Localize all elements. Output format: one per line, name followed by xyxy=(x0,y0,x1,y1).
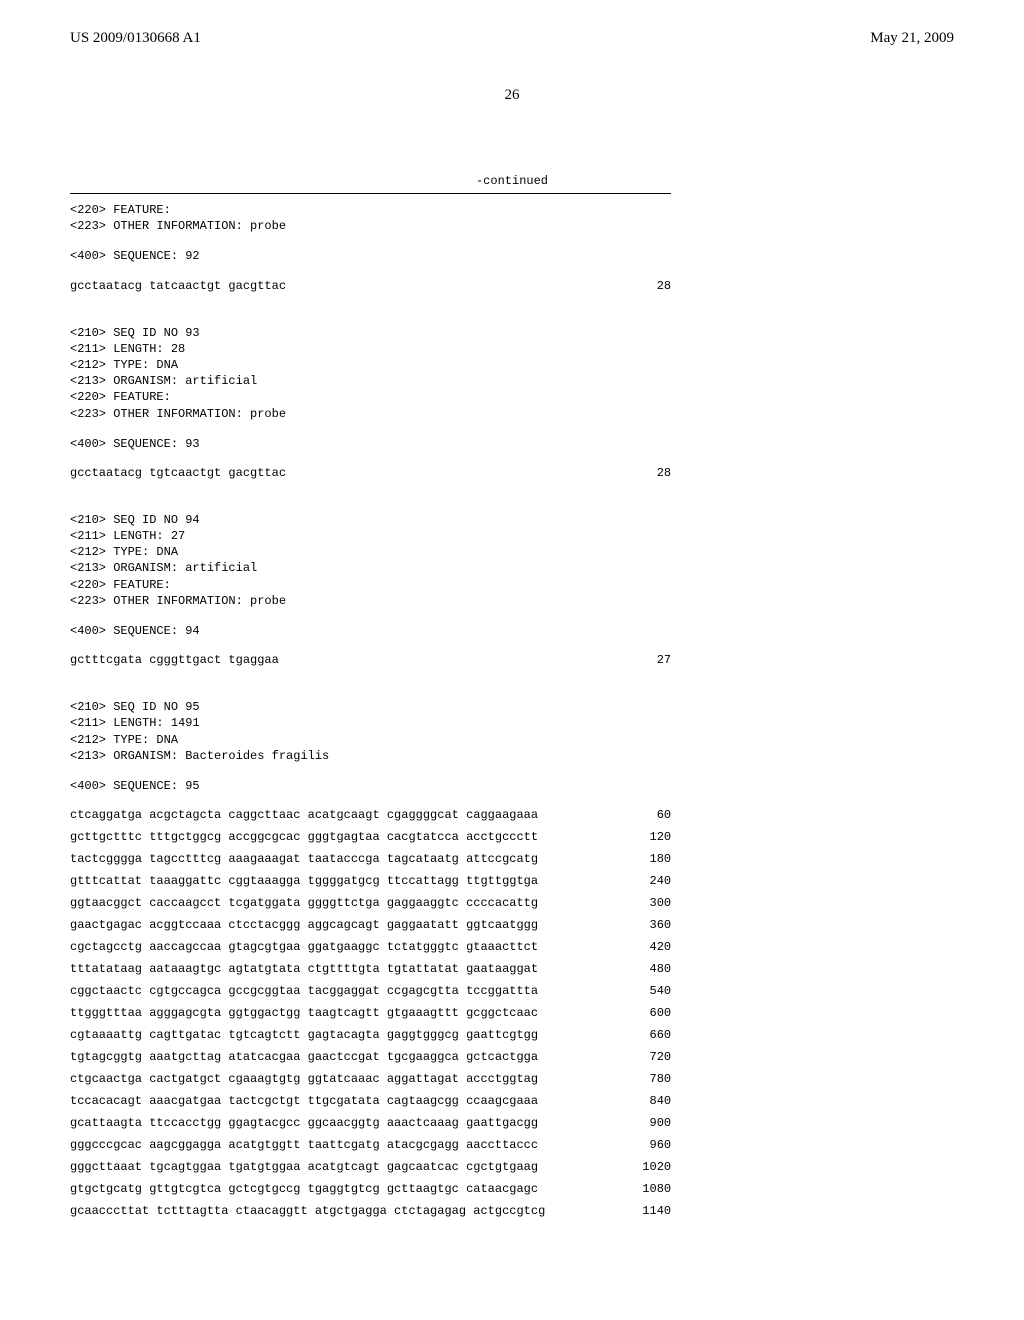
section-spacer xyxy=(70,307,954,325)
sequence-label: <400> SEQUENCE: 95 xyxy=(70,778,954,794)
sequence-text: tgtagcggtg aaatgcttag atatcacgaa gaactcc… xyxy=(70,1050,538,1064)
sequence-position: 540 xyxy=(650,984,672,998)
sequence-line: gggcttaaat tgcagtggaa tgatgtggaa acatgtc… xyxy=(70,1160,671,1174)
sequence-position: 120 xyxy=(650,830,672,844)
sequence-label: <400> SEQUENCE: 92 xyxy=(70,248,954,264)
sequence-line: gcattaagta ttccacctgg ggagtacgcc ggcaacg… xyxy=(70,1116,671,1130)
sequence-text: gtgctgcatg gttgtcgtca gctcgtgccg tgaggtg… xyxy=(70,1182,538,1196)
sequence-meta-block: <210> SEQ ID NO 94 <211> LENGTH: 27 <212… xyxy=(70,512,954,609)
sequence-line: tgtagcggtg aaatgcttag atatcacgaa gaactcc… xyxy=(70,1050,671,1064)
sequence-text: cgctagcctg aaccagccaa gtagcgtgaa ggatgaa… xyxy=(70,940,538,954)
sequence-position: 960 xyxy=(650,1138,672,1152)
sequence-line: gcttgctttc tttgctggcg accggcgcac gggtgag… xyxy=(70,830,671,844)
sequence-position: 780 xyxy=(650,1072,672,1086)
sequence-line: ggtaacggct caccaagcct tcgatggata ggggttc… xyxy=(70,896,671,910)
sequence-position: 840 xyxy=(650,1094,672,1108)
sequence-line: gctttcgata cgggttgact tgaggaa 27 xyxy=(70,653,671,667)
sequence-label: <400> SEQUENCE: 93 xyxy=(70,436,954,452)
sequence-meta-block: <210> SEQ ID NO 93 <211> LENGTH: 28 <212… xyxy=(70,325,954,422)
sequence-text: gggcccgcac aagcggagga acatgtggtt taattcg… xyxy=(70,1138,538,1152)
sequence-meta-block: <220> FEATURE: <223> OTHER INFORMATION: … xyxy=(70,202,954,234)
sequence-line: cgctagcctg aaccagccaa gtagcgtgaa ggatgaa… xyxy=(70,940,671,954)
sequence-text: ctgcaactga cactgatgct cgaaagtgtg ggtatca… xyxy=(70,1072,538,1086)
main-content: -continued <220> FEATURE: <223> OTHER IN… xyxy=(70,174,954,1218)
sequence-text: tccacacagt aaacgatgaa tactcgctgt ttgcgat… xyxy=(70,1094,538,1108)
sequence-text: tttatataag aataaagtgc agtatgtata ctgtttt… xyxy=(70,962,538,976)
sequence-position: 60 xyxy=(657,808,671,822)
sequence-line: gggcccgcac aagcggagga acatgtggtt taattcg… xyxy=(70,1138,671,1152)
section-spacer xyxy=(70,494,954,512)
sequence-position: 1080 xyxy=(642,1182,671,1196)
sequence-line: ctcaggatga acgctagcta caggcttaac acatgca… xyxy=(70,808,671,822)
sequence-position: 660 xyxy=(650,1028,672,1042)
sequence-line: gaactgagac acggtccaaa ctcctacggg aggcagc… xyxy=(70,918,671,932)
sequence-position: 1140 xyxy=(642,1204,671,1218)
sequence-line: tactcgggga tagcctttcg aaagaaagat taatacc… xyxy=(70,852,671,866)
sequence-line: tttatataag aataaagtgc agtatgtata ctgtttt… xyxy=(70,962,671,976)
sequence-line: gcctaatacg tatcaactgt gacgttac 28 xyxy=(70,279,671,293)
sequence-position: 300 xyxy=(650,896,672,910)
sections-container: <220> FEATURE: <223> OTHER INFORMATION: … xyxy=(70,202,954,1218)
sequence-label: <400> SEQUENCE: 94 xyxy=(70,623,954,639)
section-spacer xyxy=(70,681,954,699)
sequence-position: 27 xyxy=(657,653,671,667)
sequence-position: 180 xyxy=(650,852,672,866)
sequence-position: 360 xyxy=(650,918,672,932)
section-divider xyxy=(70,193,671,194)
sequence-line: ttgggtttaa agggagcgta ggtggactgg taagtca… xyxy=(70,1006,671,1020)
sequence-position: 1020 xyxy=(642,1160,671,1174)
header-left: US 2009/0130668 A1 xyxy=(70,30,201,47)
sequence-position: 480 xyxy=(650,962,672,976)
sequence-position: 720 xyxy=(650,1050,672,1064)
sequence-text: gcattaagta ttccacctgg ggagtacgcc ggcaacg… xyxy=(70,1116,538,1130)
sequence-line: gcctaatacg tgtcaactgt gacgttac 28 xyxy=(70,466,671,480)
sequence-text: gcctaatacg tgtcaactgt gacgttac xyxy=(70,466,286,480)
sequence-meta-block: <210> SEQ ID NO 95 <211> LENGTH: 1491 <2… xyxy=(70,699,954,764)
sequence-text: gtttcattat taaaggattc cggtaaagga tggggat… xyxy=(70,874,538,888)
sequence-position: 28 xyxy=(657,279,671,293)
sequence-text: gggcttaaat tgcagtggaa tgatgtggaa acatgtc… xyxy=(70,1160,538,1174)
sequence-text: gaactgagac acggtccaaa ctcctacggg aggcagc… xyxy=(70,918,538,932)
sequence-line: ctgcaactga cactgatgct cgaaagtgtg ggtatca… xyxy=(70,1072,671,1086)
sequence-line: gtgctgcatg gttgtcgtca gctcgtgccg tgaggtg… xyxy=(70,1182,671,1196)
sequence-line: cggctaactc cgtgccagca gccgcggtaa tacggag… xyxy=(70,984,671,998)
sequence-text: ctcaggatga acgctagcta caggcttaac acatgca… xyxy=(70,808,538,822)
sequence-position: 900 xyxy=(650,1116,672,1130)
sequence-text: gctttcgata cgggttgact tgaggaa xyxy=(70,653,279,667)
sequence-text: gcaacccttat tctttagtta ctaacaggtt atgctg… xyxy=(70,1204,545,1218)
sequence-line: cgtaaaattg cagttgatac tgtcagtctt gagtaca… xyxy=(70,1028,671,1042)
sequence-position: 240 xyxy=(650,874,672,888)
header-right: May 21, 2009 xyxy=(870,30,954,47)
continued-label: -continued xyxy=(70,174,954,188)
sequence-text: ggtaacggct caccaagcct tcgatggata ggggttc… xyxy=(70,896,538,910)
sequence-text: cggctaactc cgtgccagca gccgcggtaa tacggag… xyxy=(70,984,538,998)
sequence-text: gcctaatacg tatcaactgt gacgttac xyxy=(70,279,286,293)
sequence-line: gcaacccttat tctttagtta ctaacaggtt atgctg… xyxy=(70,1204,671,1218)
sequence-text: tactcgggga tagcctttcg aaagaaagat taatacc… xyxy=(70,852,538,866)
page-header: US 2009/0130668 A1 May 21, 2009 xyxy=(70,30,954,47)
sequence-line: gtttcattat taaaggattc cggtaaagga tggggat… xyxy=(70,874,671,888)
sequence-position: 28 xyxy=(657,466,671,480)
sequence-text: gcttgctttc tttgctggcg accggcgcac gggtgag… xyxy=(70,830,538,844)
sequence-line: tccacacagt aaacgatgaa tactcgctgt ttgcgat… xyxy=(70,1094,671,1108)
sequence-position: 600 xyxy=(650,1006,672,1020)
sequence-text: ttgggtttaa agggagcgta ggtggactgg taagtca… xyxy=(70,1006,538,1020)
sequence-position: 420 xyxy=(650,940,672,954)
page-number: 26 xyxy=(70,87,954,104)
sequence-text: cgtaaaattg cagttgatac tgtcagtctt gagtaca… xyxy=(70,1028,538,1042)
